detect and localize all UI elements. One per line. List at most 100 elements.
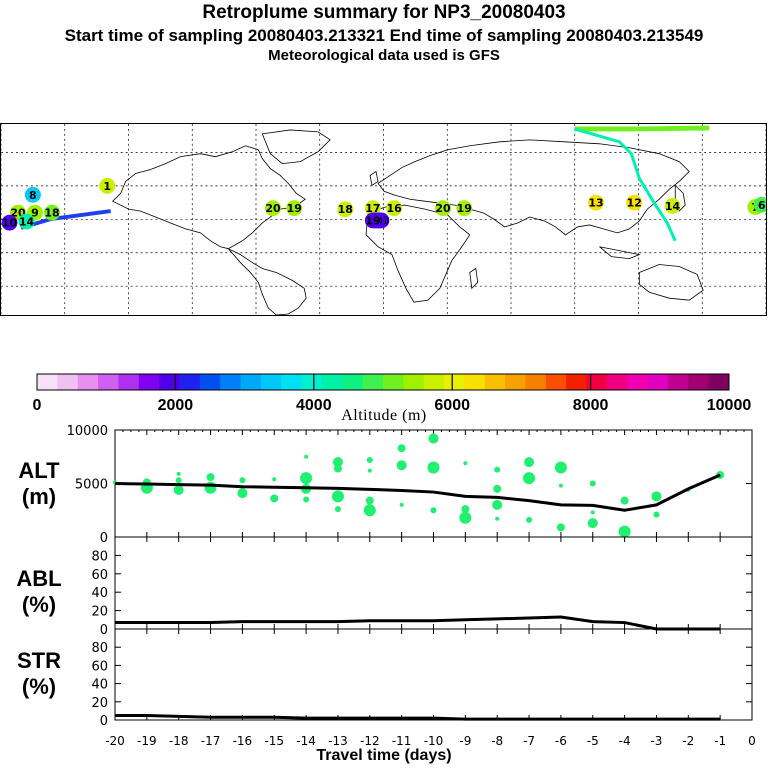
plume-time-label: 10: [2, 217, 18, 230]
altitude-colorbar: 0 2000 4000 6000 8000 10000: [33, 373, 751, 414]
plume-dot: [24, 186, 41, 203]
x-tick-label: -20: [105, 734, 125, 748]
alt-scatter-point: [556, 523, 565, 532]
alt-scatter-point: [173, 484, 184, 495]
colorbar-swatch: [240, 374, 262, 390]
series-line: [115, 615, 721, 631]
colorbar-swatch: [545, 374, 567, 390]
y-tick-label: 40: [91, 678, 108, 693]
x-tick-label: -10: [424, 734, 444, 748]
x-axis-label: Travel time (days): [316, 747, 452, 764]
plume-time-label: 20: [435, 202, 451, 215]
alt-scatter-point: [300, 472, 313, 485]
colorbar-swatch: [199, 374, 221, 390]
colorbar-swatch: [444, 374, 465, 390]
plume-time-label: 6: [758, 199, 766, 212]
plume-time-label: 18: [338, 203, 353, 216]
alt-scatter-point: [175, 477, 182, 484]
alt-scatter-point: [303, 496, 310, 503]
plume-dot: [364, 212, 381, 229]
plume-time-label: 19: [457, 202, 472, 215]
x-tick-label: 0: [748, 734, 756, 748]
panel-alt: 0 5000 10000: [67, 424, 753, 546]
panel-str: 0 20 40 60 80: [91, 628, 753, 729]
plume-time-label: 17: [365, 202, 380, 215]
alt-scatter-point: [653, 511, 660, 518]
colorbar-swatch: [403, 374, 425, 390]
alt-scatter-point: [459, 511, 472, 524]
plume-dot: [664, 198, 681, 214]
plume-dot: [435, 200, 451, 217]
alt-scatter-point: [176, 471, 181, 476]
x-tick-label: -16: [233, 734, 253, 748]
plume-dot: [337, 201, 354, 218]
alt-scatter-point: [590, 510, 595, 515]
colorbar-swatch: [57, 374, 79, 390]
colorbar-swatch: [220, 374, 242, 390]
colorbar-swatch: [77, 374, 99, 390]
y-tick-label: 80: [91, 641, 108, 656]
alt-scatter-point: [495, 516, 500, 521]
x-tick-label: -17: [201, 734, 221, 748]
alt-scatter-point: [558, 483, 563, 488]
plume-dot: [386, 200, 403, 217]
plume-track: [20, 125, 710, 242]
alt-scatter-point: [430, 507, 437, 514]
plume-track-north: [574, 125, 710, 132]
colorbar-swatch: [260, 374, 282, 390]
y-tick-label: 80: [91, 549, 108, 564]
colorbar-swatch: [525, 374, 547, 390]
x-tick-label: -7: [523, 734, 535, 748]
alt-scatter-point: [366, 456, 373, 463]
panel-frame: [114, 628, 753, 721]
colorbar-tick-label: 2000: [158, 397, 194, 414]
alt-scatter-point: [618, 525, 631, 538]
plume-time-label: 12: [627, 197, 642, 210]
colorbar-swatch: [281, 374, 303, 390]
x-tick-label: -12: [360, 734, 380, 748]
colorbar-swatch: [586, 374, 608, 390]
alt-scatter-point: [427, 461, 440, 474]
plume-time-label: 19: [365, 214, 380, 227]
colorbar-swatch: [566, 374, 588, 390]
plume-dot: [1, 214, 18, 231]
sampling-times: Start time of sampling 20080403.213321 E…: [64, 26, 704, 45]
x-tick-label: -13: [328, 734, 348, 748]
x-tick-label: -8: [491, 734, 503, 748]
plume-time-label: 18: [44, 207, 59, 220]
colorbar-swatch: [98, 374, 119, 390]
str-panel-label: STR (%): [17, 648, 61, 699]
alt-scatter-point: [493, 484, 502, 493]
alt-scatter-point: [237, 488, 248, 499]
alt-scatter-point: [397, 444, 406, 453]
plume-dot: [626, 194, 643, 211]
x-tick-label: -15: [264, 734, 284, 748]
colorbar-tick-label: 6000: [434, 397, 470, 414]
colorbar-tick-label: 4000: [296, 397, 332, 414]
y-tick-label: 60: [91, 568, 108, 583]
alt-scatter-point: [363, 504, 376, 517]
colorbar-swatch: [321, 374, 343, 390]
colorbar-frame: [36, 373, 730, 391]
plume-time-label: 9: [31, 207, 39, 220]
page-title: Retroplume summary for NP3_20080403: [202, 2, 566, 23]
alt-scatter-point: [428, 433, 439, 444]
alt-scatter-point: [396, 460, 407, 471]
plume-dot: [99, 177, 116, 194]
series-line: [114, 473, 721, 512]
colorbar-swatch: [301, 374, 323, 390]
plume-dot: [753, 196, 766, 213]
plume-time-label: 16: [387, 202, 402, 215]
alt-scatter-point: [526, 516, 533, 523]
y-tick-label: 40: [91, 586, 108, 601]
colorbar-label: Altitude (m): [341, 407, 427, 424]
alt-scatter-point: [523, 472, 536, 485]
plume-track-east: [574, 127, 677, 242]
alt-scatter-point: [589, 480, 596, 487]
x-tick-label: -11: [392, 734, 412, 748]
y-tick-label: 0: [100, 623, 108, 638]
colorbar-swatch: [423, 374, 445, 390]
x-tick-label: -5: [587, 734, 599, 748]
colorbar-swatch: [708, 374, 730, 390]
